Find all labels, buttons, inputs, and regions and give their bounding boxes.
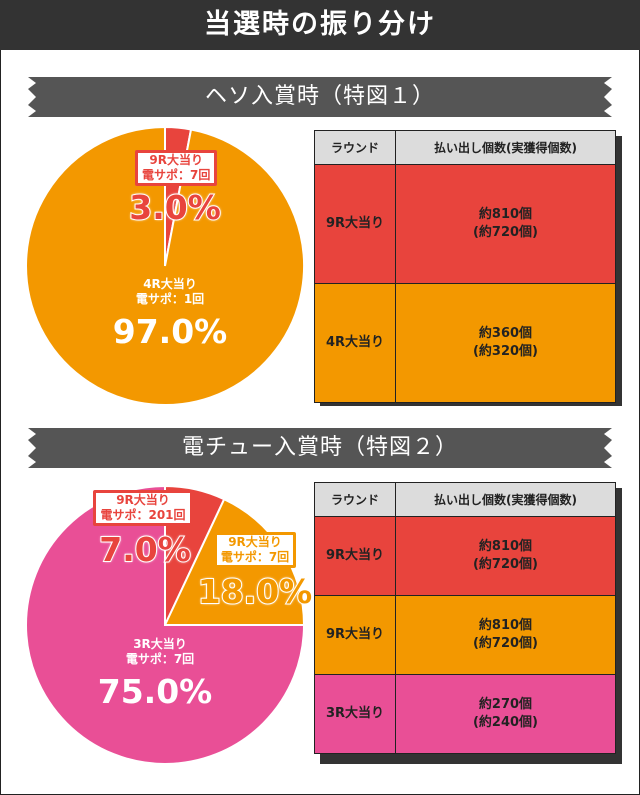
pie-chart-2: [25, 484, 306, 765]
table2-row0-line2: (約720個): [472, 557, 539, 572]
pie2-slice1-percent: 18.0%: [197, 571, 314, 612]
pie2-slice1-sub: 電サポ：7回: [220, 550, 290, 564]
table-row: 9R大当り 約810個 (約720個): [314, 595, 616, 675]
pie2-label-9r-201-box: 9R大当り 電サポ：201回: [93, 490, 193, 526]
table2-row2-line1: 約270個: [478, 697, 533, 712]
table1-header-payout: 払い出し個数(実獲得個数): [395, 130, 616, 165]
table1-header-row: ラウンド 払い出し個数(実獲得個数): [314, 130, 616, 165]
table-row: 9R大当り 約810個 (約720個): [314, 516, 616, 596]
table1-row1-line1: 約360個: [478, 326, 533, 341]
table-row: 3R大当り 約270個 (約240個): [314, 674, 616, 754]
table2-row0-payout: 約810個 (約720個): [395, 516, 616, 596]
page-title: 当選時の振り分け: [204, 9, 436, 40]
pie1-slice0-percent: 3.0%: [128, 187, 222, 228]
table-row: 4R大当り 約360個 (約320個): [314, 283, 616, 403]
pie2-slice1-round: 9R大当り: [228, 535, 282, 549]
table1-row1-line2: (約320個): [472, 344, 539, 359]
pie1-slice1-sub: 電サポ：1回: [135, 292, 205, 306]
section-heading-text-2: 電チュー入賞時（特図２）: [181, 435, 458, 460]
pie1-label-9r-box: 9R大当り 電サポ：7回: [135, 150, 218, 186]
pie2-label-9r-201: 9R大当り 電サポ：201回: [88, 490, 198, 526]
table2-header-row: ラウンド 払い出し個数(実獲得個数): [314, 482, 616, 517]
table2-header-round: ラウンド: [314, 482, 396, 517]
pie2-slice0-round: 9R大当り: [116, 493, 170, 507]
table2-row2-line2: (約240個): [472, 715, 539, 730]
table2-row1-payout: 約810個 (約720個): [395, 595, 616, 675]
pie1-label-4r: 4R大当り 電サポ：1回: [110, 277, 230, 307]
pie2-slice2-round: 3R大当り: [133, 637, 187, 651]
payout-table-2: ラウンド 払い出し個数(実獲得個数) 9R大当り 約810個 (約720個) 9…: [314, 482, 616, 754]
pie2-slice2-sub: 電サポ：7回: [125, 652, 195, 666]
pie2-slice0-sub: 電サポ：201回: [100, 508, 186, 522]
table1-row1-round: 4R大当り: [314, 283, 396, 403]
section-heading-text-1: ヘソ入賞時（特図１）: [204, 84, 435, 109]
pie1-slice0-sub: 電サポ：7回: [142, 168, 211, 182]
table1-row0-line2: (約720個): [472, 225, 539, 240]
table2-row0-round: 9R大当り: [314, 516, 396, 596]
table2-row2-payout: 約270個 (約240個): [395, 674, 616, 754]
table2-row2-round: 3R大当り: [314, 674, 396, 754]
table1-row0-payout: 約810個 (約720個): [395, 164, 616, 284]
pie2-slice-2: [25, 484, 306, 765]
payout-table-1: ラウンド 払い出し個数(実獲得個数) 9R大当り 約810個 (約720個) 4…: [314, 130, 616, 403]
pie2-slice0-percent: 7.0%: [98, 529, 192, 570]
pie2-label-9r-7: 9R大当り 電サポ：7回: [200, 532, 310, 568]
pie1-slice1-round: 4R大当り: [143, 277, 197, 291]
title-bar: [0, 0, 640, 50]
section-heading-1: ヘソ入賞時（特図１）: [28, 77, 612, 117]
section-heading-2: 電チュー入賞時（特図２）: [28, 428, 612, 468]
pie1-slice0-round: 9R大当り: [149, 153, 203, 167]
table1-row0-line1: 約810個: [478, 207, 533, 222]
pie2-label-9r-7-box: 9R大当り 電サポ：7回: [213, 532, 297, 568]
pie2-slice2-percent: 75.0%: [97, 672, 213, 711]
table1-row0-round: 9R大当り: [314, 164, 396, 284]
table-row: 9R大当り 約810個 (約720個): [314, 164, 616, 284]
pie2-label-3r: 3R大当り 電サポ：7回: [95, 637, 225, 667]
table2-row1-line1: 約810個: [478, 618, 533, 633]
table1-header-round: ラウンド: [314, 130, 396, 165]
pie1-label-9r: 9R大当り 電サポ：7回: [135, 150, 218, 186]
pie1-slice-1: [25, 125, 305, 406]
pie1-slice1-percent: 97.0%: [112, 312, 228, 351]
table2-row1-round: 9R大当り: [314, 595, 396, 675]
ribbon-shape-1: [28, 77, 612, 117]
ribbon-shape-2: [28, 428, 612, 468]
table2-row1-line2: (約720個): [472, 636, 539, 651]
table2-row0-line1: 約810個: [478, 539, 533, 554]
table2-header-payout: 払い出し個数(実獲得個数): [395, 482, 616, 517]
table1-row1-payout: 約360個 (約320個): [395, 283, 616, 403]
